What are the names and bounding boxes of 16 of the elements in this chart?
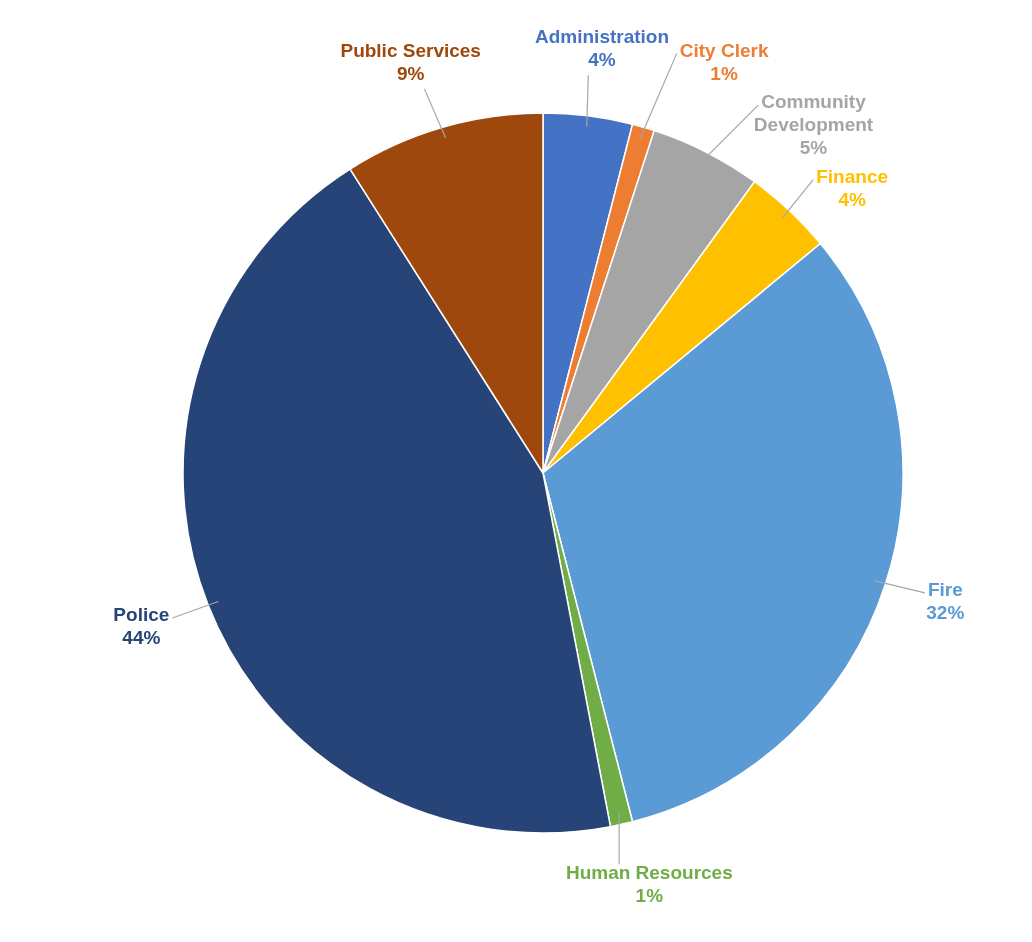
data-label: 1% xyxy=(710,62,738,84)
slice-label: Police xyxy=(113,604,170,626)
data-label: 1% xyxy=(635,885,664,907)
data-label: 4% xyxy=(588,49,616,71)
slice-label: Human Resources xyxy=(565,862,733,884)
data-label: 5% xyxy=(799,137,828,159)
slice-label: Administration xyxy=(535,26,670,48)
data-label: 4% xyxy=(838,188,866,210)
data-label: 9% xyxy=(396,62,425,84)
slice-label: Public Services xyxy=(340,39,481,61)
slice-label: Finance xyxy=(816,165,889,187)
data-label: 44% xyxy=(122,627,161,649)
slice-label: Fire xyxy=(927,579,963,601)
slice-label: City Clerk xyxy=(679,39,769,61)
slice-label: Community Development xyxy=(753,91,874,136)
data-label: 32% xyxy=(926,602,965,624)
